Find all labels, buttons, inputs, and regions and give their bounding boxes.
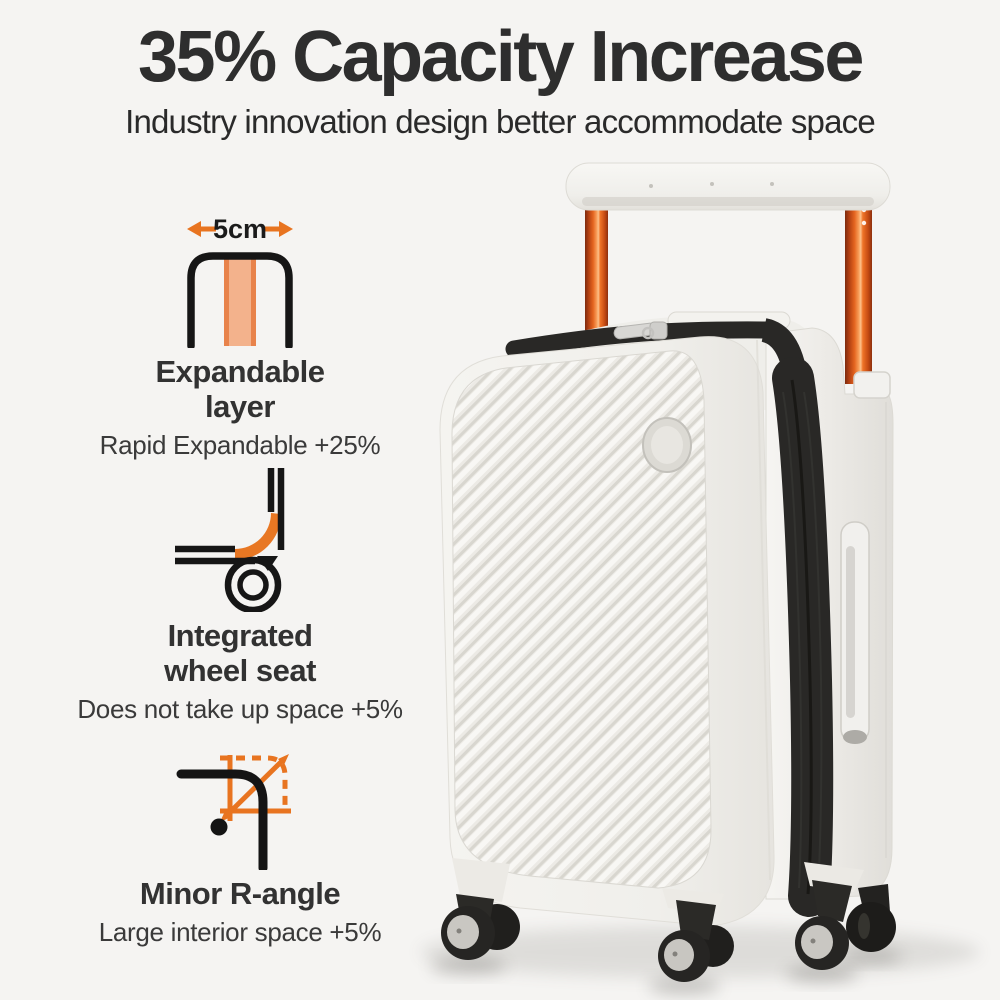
- minor-r-angle-icon: [176, 754, 291, 870]
- feature-expandable-layer: 5cm Expandable layer Rapid Expandable +25…: [40, 212, 440, 461]
- expandable-layer-icon: 5cm: [187, 214, 293, 348]
- trolley-handle: [565, 162, 891, 384]
- suitcase-front-shell: [439, 336, 775, 927]
- feature-integrated-wheel-seat: Integrated wheel seat Does not take up sp…: [40, 462, 440, 725]
- feature-description: Does not take up space +5%: [77, 694, 403, 724]
- feature-description: Rapid Expandable +25%: [99, 430, 381, 460]
- feature-title: Integrated wheel seat: [164, 618, 316, 688]
- feature-description: Large interior space +5%: [98, 917, 382, 947]
- page-title: 35% Capacity Increase: [138, 17, 864, 97]
- wheel-front-right: [795, 862, 864, 970]
- right-arrow-icon: [279, 221, 293, 237]
- tube-socket: [853, 371, 891, 399]
- feature-title: Minor R-angle: [139, 876, 341, 911]
- wheel-front-center: [658, 888, 734, 982]
- trolley-tube-right: [845, 198, 872, 384]
- wheel-rear-right: [846, 884, 896, 952]
- wheel-front-left: [441, 858, 520, 960]
- feature-minor-r-angle: Minor R-angle Large interior space +5%: [40, 742, 440, 948]
- spinner-wheels: [441, 858, 896, 982]
- left-arrow-icon: [187, 221, 201, 237]
- product-photo: [400, 150, 1000, 1000]
- integrated-wheel-seat-icon: [174, 468, 284, 612]
- zipper-pull: [613, 321, 668, 340]
- feature-title: Expandable layer: [155, 354, 326, 424]
- brand-badge: [642, 417, 692, 473]
- page-subtitle: Industry innovation design better accomm…: [125, 103, 876, 140]
- measure-label: 5cm: [213, 214, 267, 244]
- suitcase-illustration: [420, 162, 980, 994]
- zipper-band: [505, 318, 834, 917]
- trolley-tube-left: [585, 198, 608, 356]
